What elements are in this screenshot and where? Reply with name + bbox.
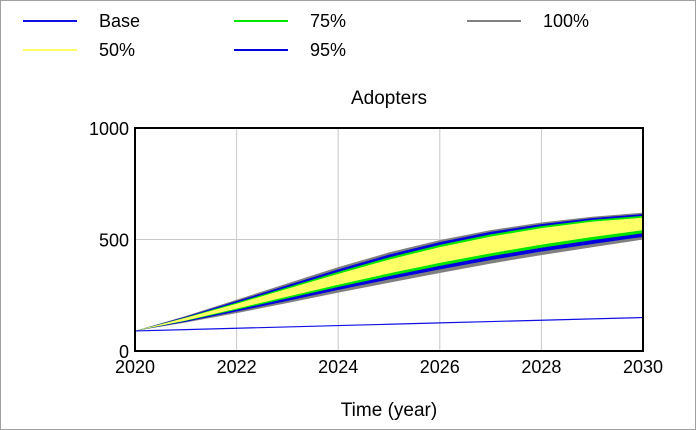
- series-line-base: [134, 316, 644, 332]
- legend-item-base: Base: [23, 10, 140, 32]
- band-50: [135, 217, 643, 331]
- plot-area-border: [134, 127, 644, 352]
- legend-item-75: 75%: [234, 10, 346, 32]
- legend-item-95: 95%: [234, 39, 346, 61]
- legend-label-100: 100%: [543, 10, 590, 31]
- x-axis-label: Time (year): [341, 400, 437, 421]
- x-tick-label: 2028: [521, 357, 561, 377]
- x-tick-label: 2024: [318, 357, 358, 377]
- x-tick-label: 2030: [623, 357, 663, 377]
- chart-title: Adopters: [351, 88, 427, 109]
- legend-label-95: 95%: [310, 39, 347, 60]
- legend-item-100: 100%: [467, 10, 589, 32]
- x-tick-label: 2020: [115, 357, 155, 377]
- x-tick-label: 2022: [217, 357, 257, 377]
- legend-label-base: Base: [99, 10, 141, 31]
- base-series: [134, 316, 644, 332]
- axis-ticks: 2020 2022 2024 2026 2028 2030 0 500 1000: [89, 119, 663, 377]
- legend-label-75: 75%: [310, 10, 347, 31]
- legend-swatch-95: [234, 49, 288, 51]
- y-tick-label: 1000: [89, 119, 129, 139]
- legend-swatch-base: [23, 20, 77, 22]
- confidence-bands: [135, 212, 643, 331]
- x-tick-label: 2026: [420, 357, 460, 377]
- legend-swatch-50: [23, 49, 77, 51]
- legend-label-50: 50%: [99, 39, 136, 60]
- legend-swatch-75: [234, 20, 288, 22]
- legend-swatch-100: [467, 20, 521, 22]
- y-tick-label: 500: [99, 231, 129, 251]
- legend-item-50: 50%: [23, 39, 135, 61]
- y-tick-label: 0: [119, 342, 129, 362]
